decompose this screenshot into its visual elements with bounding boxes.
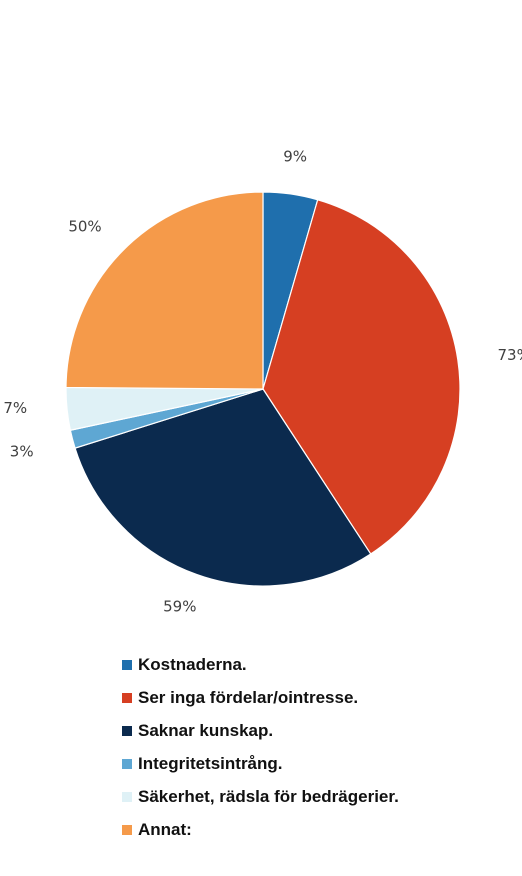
slice-label-integritetsintrang: 3% — [10, 442, 34, 460]
legend-label: Saknar kunskap. — [138, 720, 274, 740]
legend-item-sakerhet-radsla-for-bedragerier: Säkerhet, rädsla för bedrägerier. — [122, 780, 399, 813]
legend-label: Kostnaderna. — [138, 654, 247, 674]
legend-swatch — [122, 659, 132, 670]
legend-label: Ser inga fördelar/ointresse. — [138, 687, 359, 707]
legend-label: Integritetsintrång. — [138, 753, 283, 773]
pie-chart: 9% 73% 59% 3% 7% 50% — [3, 147, 522, 616]
legend-swatch — [122, 758, 132, 769]
legend-item-integritetsintrang: Integritetsintrång. — [122, 747, 399, 780]
legend-swatch — [122, 725, 132, 736]
legend-item-annat: Annat: — [122, 813, 399, 846]
slice-label-sakerhet-radsla-for-bedragerier: 7% — [3, 399, 27, 417]
slice-label-ser-inga-fordelar-ointresse: 73% — [498, 346, 522, 364]
pie-slice-annat — [65, 191, 264, 390]
slice-label-kostnaderna: 9% — [283, 147, 307, 165]
slice-label-saknar-kunskap: 59% — [163, 598, 196, 616]
legend-item-kostnaderna: Kostnaderna. — [122, 648, 399, 681]
slice-label-annat: 50% — [68, 217, 101, 235]
legend-label: Annat: — [138, 819, 192, 839]
legend-swatch — [122, 791, 132, 802]
pie-slice-ser-inga-fordelar-ointresse — [262, 199, 461, 555]
chart-legend: Kostnaderna. Ser inga fördelar/ointresse.… — [122, 648, 399, 846]
legend-swatch — [122, 692, 132, 703]
legend-item-saknar-kunskap: Saknar kunskap. — [122, 714, 399, 747]
pie-chart-svg: 9% 73% 59% 3% 7% 50% — [3, 147, 522, 616]
pie-slice-saknar-kunskap — [74, 388, 372, 587]
legend-label: Säkerhet, rädsla för bedrägerier. — [138, 786, 399, 806]
legend-swatch — [122, 824, 132, 835]
legend-item-ser-inga-fordelar-ointresse: Ser inga fördelar/ointresse. — [122, 681, 399, 714]
